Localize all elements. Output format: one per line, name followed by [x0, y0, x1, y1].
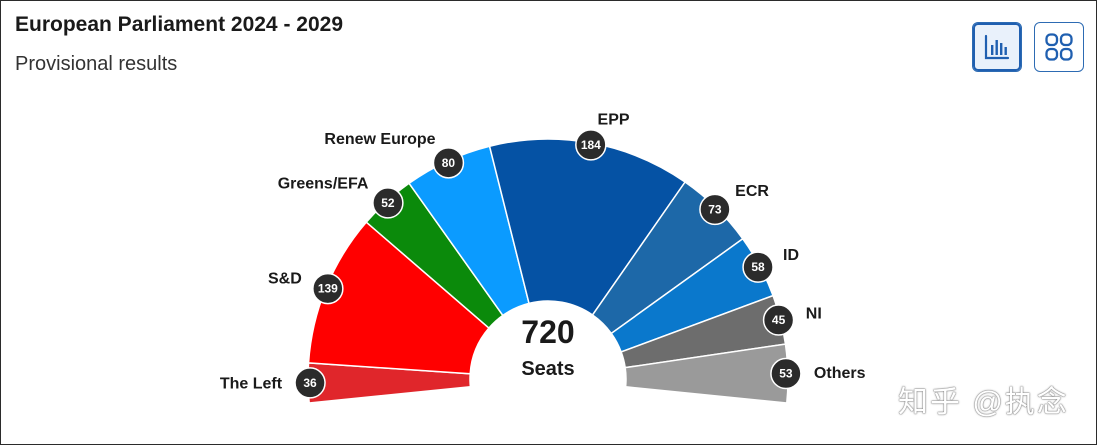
- segment-sandd[interactable]: [307, 221, 491, 375]
- bar-chart-icon: [984, 34, 1010, 60]
- seat-badge-circle-renew-europe: [432, 147, 465, 179]
- seat-badge-circle-others: [770, 357, 802, 390]
- chart-labels: The Left S&D Greens/EFA Renew Europe EPP ECR I…: [220, 111, 866, 392]
- seat-count-epp: 184: [581, 138, 601, 152]
- seat-badge-circle-the-left: [294, 367, 326, 399]
- seat-count-ni: 45: [772, 313, 786, 327]
- party-label-ni: NI: [806, 306, 822, 323]
- seat-count-sandd: 139: [318, 282, 338, 296]
- seat-badge-others: 53: [770, 357, 802, 390]
- party-label-the-left: The Left: [220, 375, 283, 392]
- seat-badge-circle-greens-efa: [372, 187, 404, 219]
- chart-segments: [307, 138, 789, 404]
- seat-count-greens-efa: 52: [381, 196, 395, 210]
- seat-badge-sandd: 139: [312, 272, 344, 305]
- seat-badge-id: 58: [742, 251, 774, 283]
- grid-view-button[interactable]: [1034, 22, 1084, 72]
- seat-badge-epp: 184: [575, 129, 607, 161]
- seat-badge-ecr: 73: [699, 193, 731, 226]
- party-label-ecr: ECR: [735, 183, 769, 200]
- seat-count-renew-europe: 80: [442, 156, 456, 170]
- party-label-epp: EPP: [598, 111, 630, 128]
- seat-count-others: 53: [779, 367, 793, 381]
- seat-badge-circle-ecr: [699, 193, 731, 226]
- seat-count-id: 58: [751, 260, 765, 274]
- seat-badge-circle-sandd: [312, 272, 344, 305]
- party-label-sandd: S&D: [268, 271, 302, 288]
- segment-epp[interactable]: [488, 138, 687, 317]
- grid-icon: [1045, 33, 1073, 61]
- total-seats-value: 720: [521, 314, 574, 350]
- party-label-id: ID: [783, 247, 799, 264]
- chart-subtitle: Provisional results: [15, 53, 178, 75]
- party-label-renew-europe: Renew Europe: [324, 131, 435, 148]
- bar-chart-view-button[interactable]: [972, 22, 1022, 72]
- seat-count-the-left: 36: [303, 376, 317, 390]
- seat-badge-greens-efa: 52: [372, 187, 404, 219]
- chart-title: European Parliament 2024 - 2029: [15, 13, 343, 36]
- seat-badge-the-left: 36: [294, 367, 326, 399]
- seat-badge-circle-ni: [762, 304, 795, 336]
- seat-badge-circle-id: [742, 251, 774, 283]
- seat-count-ecr: 73: [708, 202, 722, 216]
- chart-badges: 36 139 52 80 184 73 58 45 53: [294, 129, 802, 399]
- watermark: 知乎 @执念: [898, 386, 1069, 419]
- total-seats-label: Seats: [521, 358, 574, 380]
- seat-badge-renew-europe: 80: [432, 147, 465, 179]
- seat-badge-circle-epp: [575, 129, 607, 161]
- party-label-greens-efa: Greens/EFA: [278, 176, 369, 193]
- seat-badge-ni: 45: [762, 304, 795, 336]
- party-label-others: Others: [814, 365, 866, 382]
